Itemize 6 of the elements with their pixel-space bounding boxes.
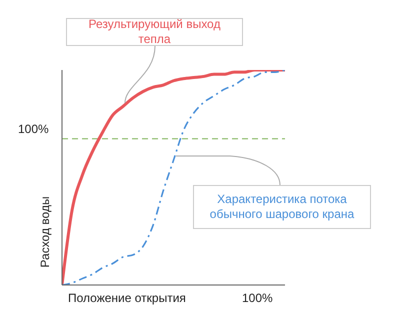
text: 100% bbox=[18, 122, 49, 136]
y-axis-title: Расход воды bbox=[38, 196, 52, 268]
x-axis-title: Положение открытия bbox=[68, 291, 186, 305]
text: Результирующий выход тепла bbox=[66, 17, 243, 46]
text: 100% bbox=[242, 291, 273, 305]
text: Характеристика потока обычного шарового крана bbox=[193, 185, 371, 229]
